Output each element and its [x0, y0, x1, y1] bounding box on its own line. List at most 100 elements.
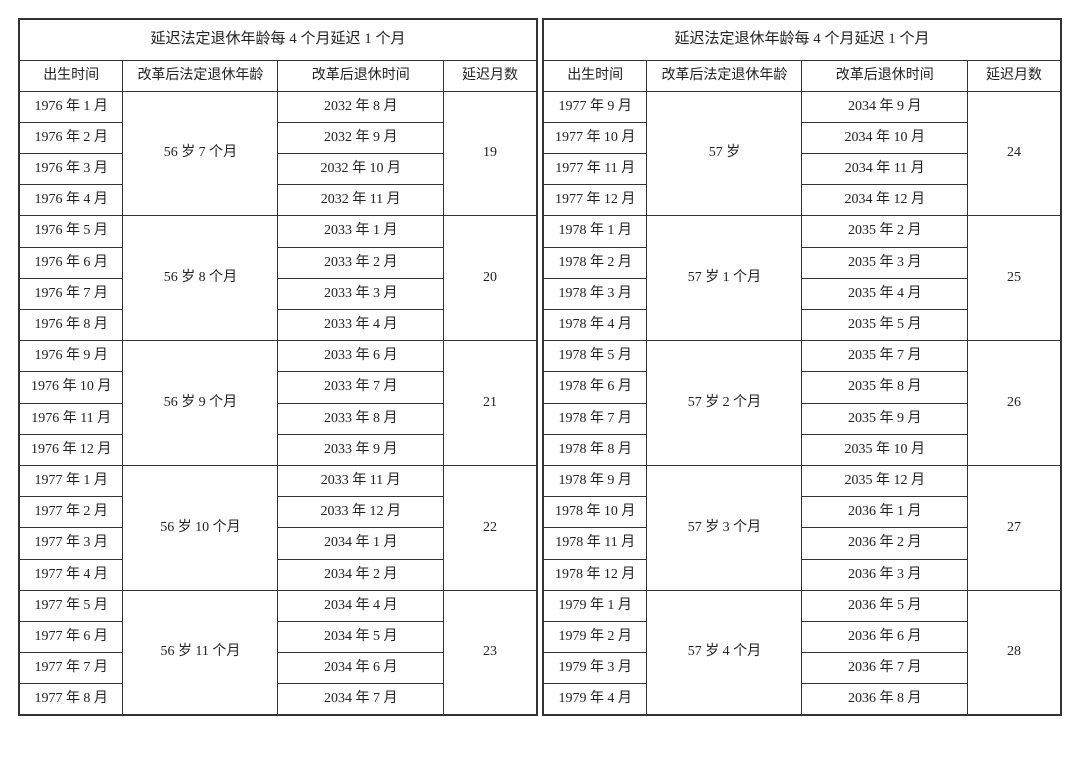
cell-retire: 2033 年 12 月	[278, 497, 443, 528]
right-table: 延迟法定退休年龄每 4 个月延迟 1 个月 出生时间 改革后法定退休年龄 改革后…	[543, 19, 1061, 715]
cell-retire: 2033 年 3 月	[278, 278, 443, 309]
cell-retire: 2034 年 5 月	[278, 621, 443, 652]
table-row: 1978 年 9 月57 岁 3 个月2035 年 12 月27	[544, 465, 1061, 496]
cell-birth: 1977 年 1 月	[20, 465, 123, 496]
cell-age: 57 岁 3 个月	[647, 465, 802, 590]
cell-birth: 1977 年 7 月	[20, 653, 123, 684]
cell-delay: 28	[967, 590, 1060, 715]
cell-retire: 2035 年 2 月	[802, 216, 967, 247]
cell-birth: 1977 年 3 月	[20, 528, 123, 559]
cell-age: 57 岁 2 个月	[647, 341, 802, 466]
cell-birth: 1979 年 4 月	[544, 684, 647, 715]
cell-retire: 2034 年 10 月	[802, 122, 967, 153]
cell-birth: 1977 年 6 月	[20, 621, 123, 652]
table-row: 1976 年 9 月56 岁 9 个月2033 年 6 月21	[20, 341, 537, 372]
table-row: 1979 年 1 月57 岁 4 个月2036 年 5 月28	[544, 590, 1061, 621]
cell-birth: 1978 年 3 月	[544, 278, 647, 309]
cell-birth: 1977 年 5 月	[20, 590, 123, 621]
cell-retire: 2032 年 10 月	[278, 154, 443, 185]
cell-retire: 2036 年 5 月	[802, 590, 967, 621]
cell-birth: 1978 年 10 月	[544, 497, 647, 528]
cell-retire: 2032 年 11 月	[278, 185, 443, 216]
table-row: 1976 年 5 月56 岁 8 个月2033 年 1 月20	[20, 216, 537, 247]
cell-birth: 1977 年 11 月	[544, 154, 647, 185]
cell-retire: 2034 年 9 月	[802, 91, 967, 122]
cell-retire: 2034 年 2 月	[278, 559, 443, 590]
cell-birth: 1976 年 7 月	[20, 278, 123, 309]
cell-delay: 20	[443, 216, 536, 341]
cell-birth: 1978 年 9 月	[544, 465, 647, 496]
cell-birth: 1978 年 4 月	[544, 310, 647, 341]
table-row: 1977 年 9 月57 岁2034 年 9 月24	[544, 91, 1061, 122]
cell-birth: 1976 年 8 月	[20, 310, 123, 341]
cell-birth: 1979 年 2 月	[544, 621, 647, 652]
cell-delay: 24	[967, 91, 1060, 216]
right-title: 延迟法定退休年龄每 4 个月延迟 1 个月	[544, 20, 1061, 61]
cell-birth: 1978 年 11 月	[544, 528, 647, 559]
col-birth: 出生时间	[20, 60, 123, 91]
cell-retire: 2034 年 1 月	[278, 528, 443, 559]
cell-age: 57 岁 4 个月	[647, 590, 802, 715]
cell-delay: 22	[443, 465, 536, 590]
col-delay: 延迟月数	[967, 60, 1060, 91]
cell-delay: 27	[967, 465, 1060, 590]
col-retire: 改革后退休时间	[278, 60, 443, 91]
cell-age: 56 岁 8 个月	[123, 216, 278, 341]
left-panel: 延迟法定退休年龄每 4 个月延迟 1 个月 出生时间 改革后法定退休年龄 改革后…	[18, 18, 538, 716]
cell-birth: 1977 年 4 月	[20, 559, 123, 590]
table-row: 1977 年 1 月56 岁 10 个月2033 年 11 月22	[20, 465, 537, 496]
cell-retire: 2034 年 4 月	[278, 590, 443, 621]
cell-birth: 1976 年 3 月	[20, 154, 123, 185]
cell-age: 57 岁	[647, 91, 802, 216]
cell-birth: 1976 年 9 月	[20, 341, 123, 372]
cell-birth: 1976 年 12 月	[20, 434, 123, 465]
cell-birth: 1977 年 8 月	[20, 684, 123, 715]
cell-birth: 1978 年 5 月	[544, 341, 647, 372]
table-row: 1978 年 1 月57 岁 1 个月2035 年 2 月25	[544, 216, 1061, 247]
cell-retire: 2032 年 9 月	[278, 122, 443, 153]
cell-birth: 1976 年 10 月	[20, 372, 123, 403]
cell-retire: 2035 年 7 月	[802, 341, 967, 372]
cell-retire: 2035 年 12 月	[802, 465, 967, 496]
cell-birth: 1976 年 6 月	[20, 247, 123, 278]
cell-retire: 2034 年 7 月	[278, 684, 443, 715]
cell-birth: 1977 年 9 月	[544, 91, 647, 122]
table-row: 1977 年 5 月56 岁 11 个月2034 年 4 月23	[20, 590, 537, 621]
cell-birth: 1976 年 1 月	[20, 91, 123, 122]
table-wrap: 延迟法定退休年龄每 4 个月延迟 1 个月 出生时间 改革后法定退休年龄 改革后…	[18, 18, 1062, 716]
cell-retire: 2035 年 5 月	[802, 310, 967, 341]
cell-retire: 2034 年 6 月	[278, 653, 443, 684]
cell-retire: 2036 年 8 月	[802, 684, 967, 715]
right-panel: 延迟法定退休年龄每 4 个月延迟 1 个月 出生时间 改革后法定退休年龄 改革后…	[542, 18, 1062, 716]
cell-retire: 2033 年 1 月	[278, 216, 443, 247]
cell-retire: 2033 年 11 月	[278, 465, 443, 496]
left-table: 延迟法定退休年龄每 4 个月延迟 1 个月 出生时间 改革后法定退休年龄 改革后…	[19, 19, 537, 715]
cell-retire: 2036 年 1 月	[802, 497, 967, 528]
left-body: 1976 年 1 月56 岁 7 个月2032 年 8 月191976 年 2 …	[20, 91, 537, 715]
cell-retire: 2036 年 2 月	[802, 528, 967, 559]
col-birth: 出生时间	[544, 60, 647, 91]
cell-retire: 2036 年 6 月	[802, 621, 967, 652]
col-age: 改革后法定退休年龄	[647, 60, 802, 91]
cell-delay: 25	[967, 216, 1060, 341]
cell-delay: 23	[443, 590, 536, 715]
cell-retire: 2036 年 3 月	[802, 559, 967, 590]
cell-retire: 2034 年 11 月	[802, 154, 967, 185]
cell-age: 56 岁 9 个月	[123, 341, 278, 466]
cell-birth: 1976 年 11 月	[20, 403, 123, 434]
cell-retire: 2033 年 9 月	[278, 434, 443, 465]
cell-birth: 1978 年 2 月	[544, 247, 647, 278]
cell-retire: 2033 年 6 月	[278, 341, 443, 372]
cell-retire: 2032 年 8 月	[278, 91, 443, 122]
cell-retire: 2035 年 9 月	[802, 403, 967, 434]
left-title: 延迟法定退休年龄每 4 个月延迟 1 个月	[20, 20, 537, 61]
cell-retire: 2033 年 7 月	[278, 372, 443, 403]
cell-retire: 2035 年 8 月	[802, 372, 967, 403]
cell-birth: 1976 年 4 月	[20, 185, 123, 216]
cell-birth: 1977 年 10 月	[544, 122, 647, 153]
col-retire: 改革后退休时间	[802, 60, 967, 91]
cell-birth: 1979 年 3 月	[544, 653, 647, 684]
cell-birth: 1978 年 6 月	[544, 372, 647, 403]
cell-age: 56 岁 11 个月	[123, 590, 278, 715]
right-body: 1977 年 9 月57 岁2034 年 9 月241977 年 10 月203…	[544, 91, 1061, 715]
